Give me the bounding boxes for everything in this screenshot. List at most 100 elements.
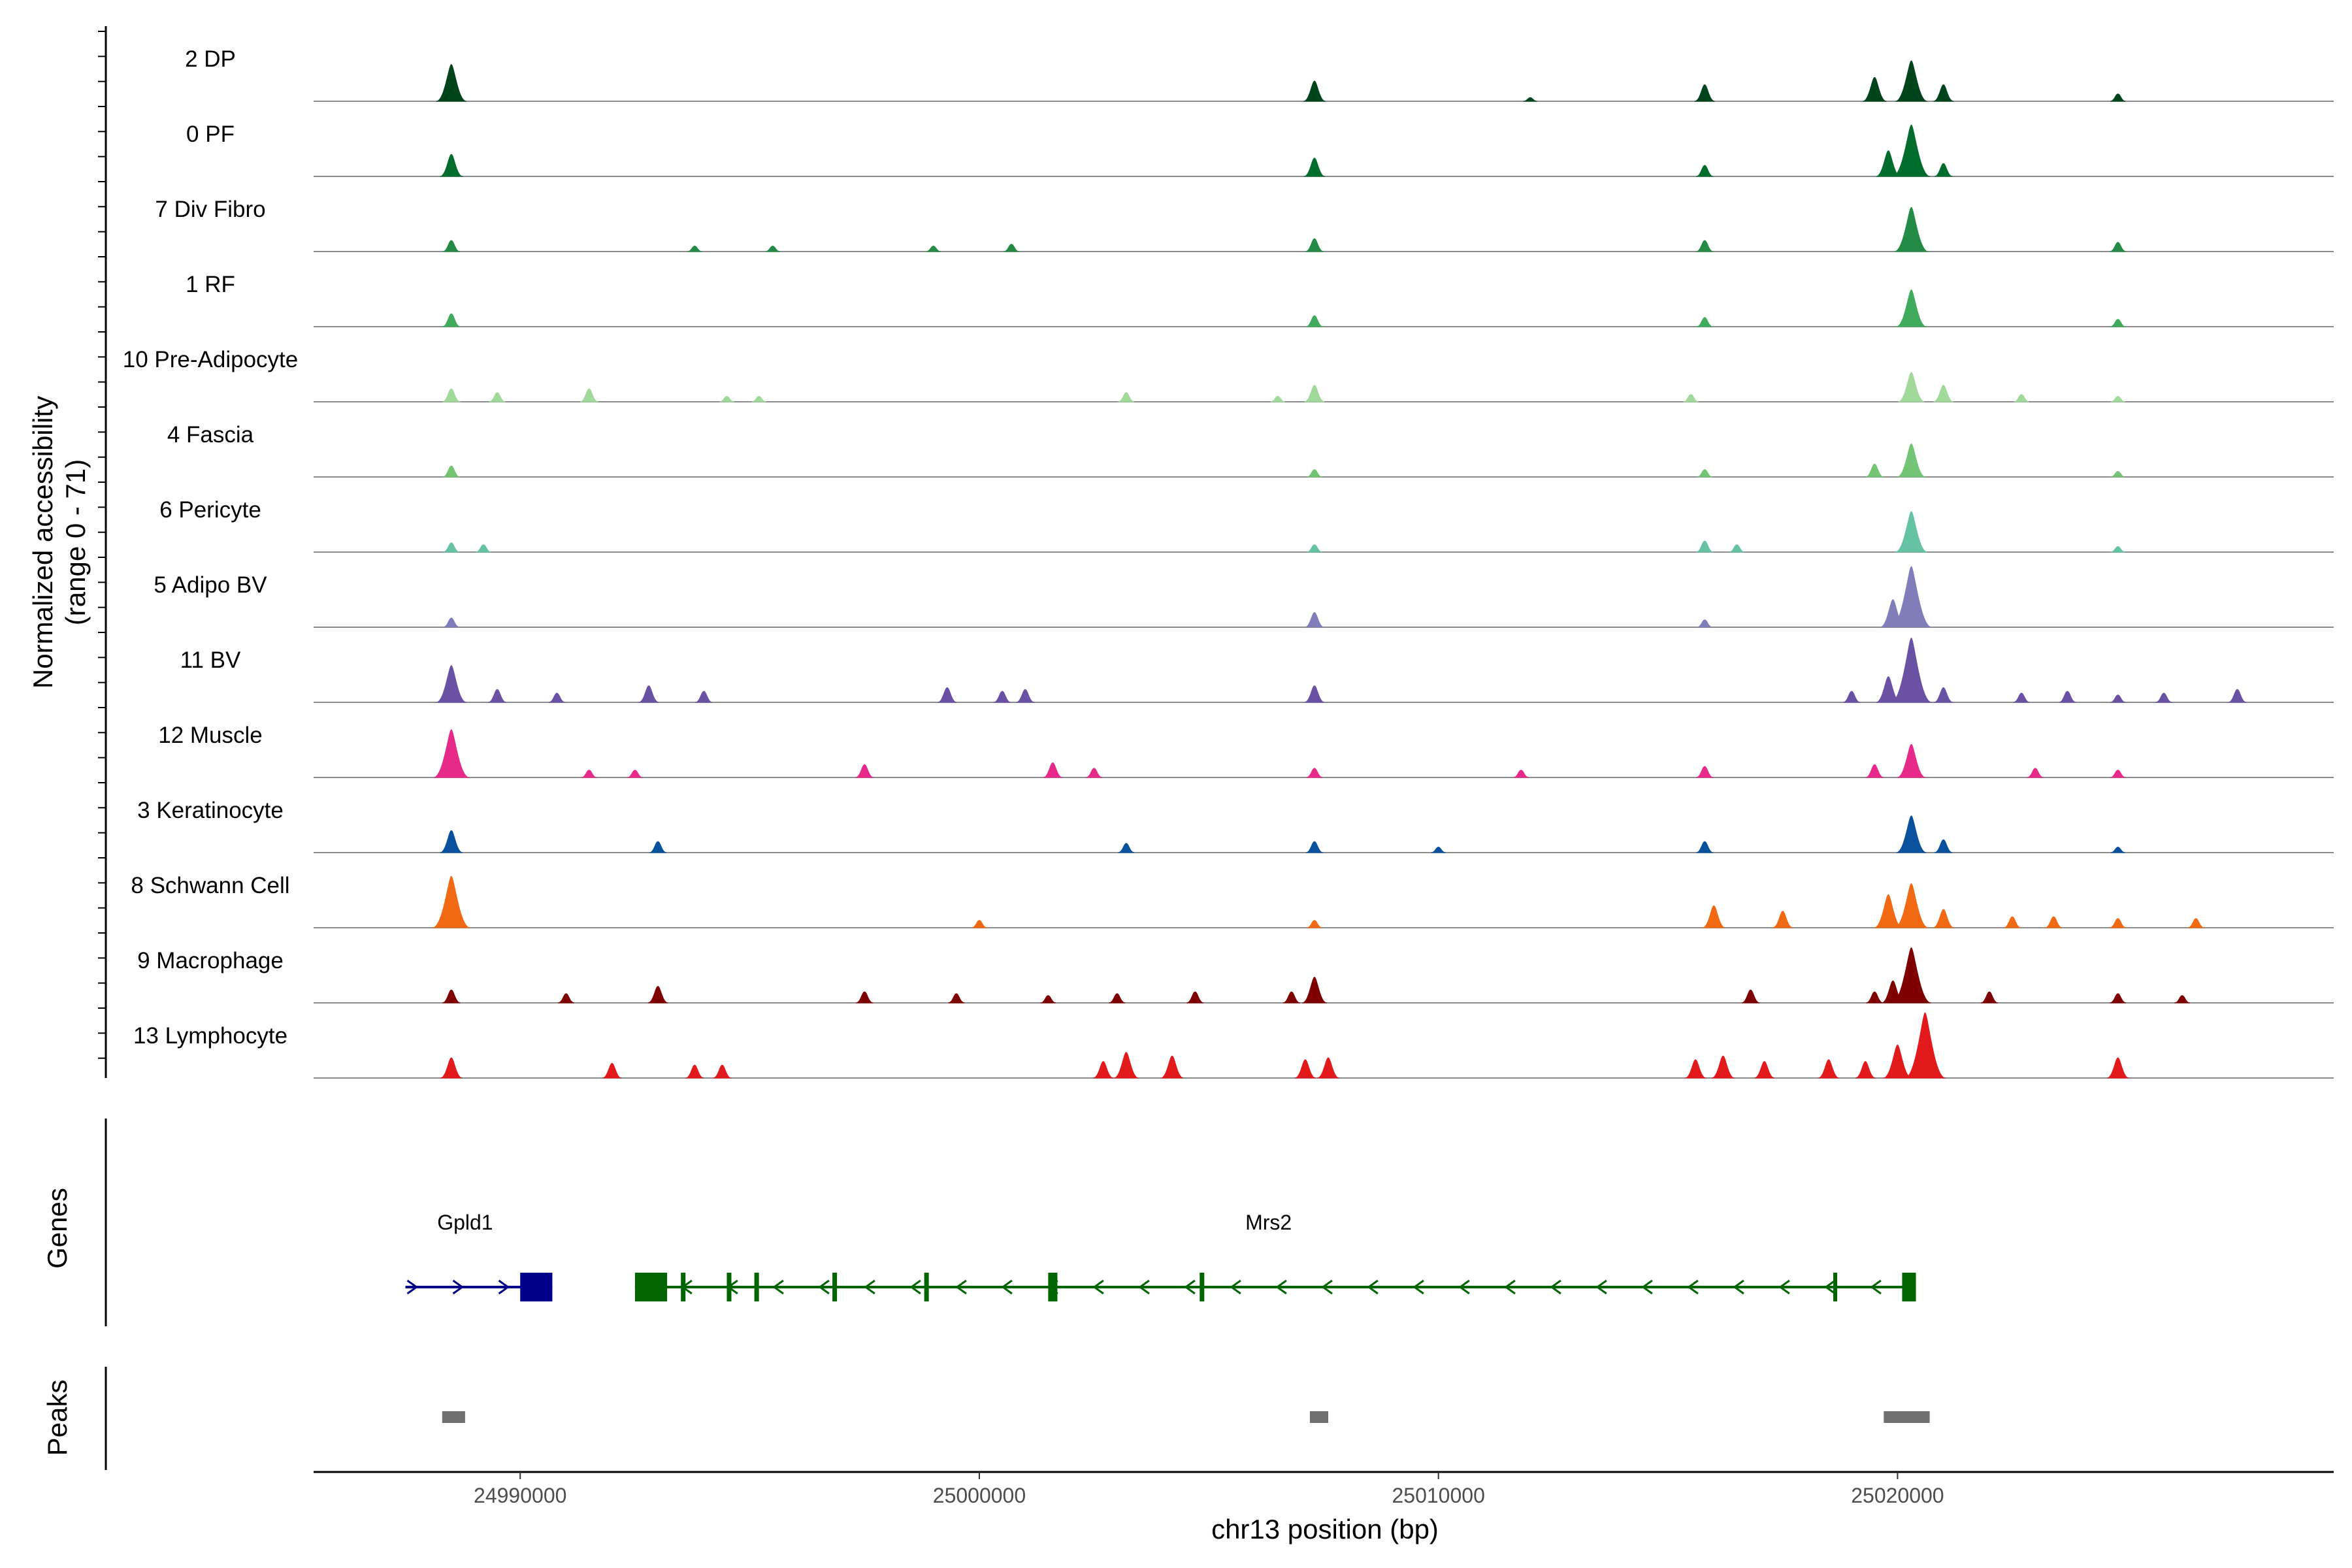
accessibility-peak (1294, 1059, 1316, 1079)
track-14: 13 Lymphocyte (133, 1012, 2334, 1079)
accessibility-peak (440, 830, 463, 853)
accessibility-peak (2110, 694, 2126, 703)
accessibility-peak (1933, 84, 1954, 102)
accessibility-peak (1513, 770, 1529, 778)
gene-label: Gpld1 (437, 1211, 493, 1234)
accessibility-peak (649, 841, 667, 853)
accessibility-peak (1109, 993, 1126, 1004)
accessibility-peak (1317, 1057, 1339, 1079)
accessibility-peak (442, 465, 461, 478)
accessibility-peak (1898, 372, 1925, 402)
accessibility-peak (2110, 319, 2126, 327)
accessibility-peak (1874, 894, 1903, 928)
peaks-track (105, 1367, 1930, 1470)
accessibility-peak (433, 729, 470, 778)
track-label: 9 Macrophage (137, 948, 284, 973)
peak-region (1309, 1411, 1329, 1423)
accessibility-peak (1282, 991, 1301, 1004)
accessibility-peak (1904, 1012, 1946, 1079)
accessibility-peak (1711, 1055, 1735, 1079)
accessibility-peak (1086, 768, 1103, 778)
accessibility-peak (1306, 768, 1323, 778)
accessibility-peak (751, 396, 766, 402)
strand-arrow (1687, 1279, 1699, 1295)
accessibility-peak (1865, 463, 1884, 478)
accessibility-peak (1305, 315, 1324, 327)
track-5: 10 Pre-Adipocyte (123, 347, 2334, 402)
accessibility-peak (436, 64, 466, 102)
accessibility-peak (1695, 841, 1714, 853)
track-13: 9 Macrophage (137, 947, 2334, 1004)
accessibility-peak (1897, 443, 1926, 478)
gene-mrs2: Mrs2 (634, 1211, 1916, 1301)
accessibility-peak (1696, 317, 1713, 327)
accessibility-peak (1933, 909, 1954, 928)
strand-arrow (1595, 1279, 1607, 1295)
track-label: 7 Div Fibro (155, 197, 265, 222)
strand-arrow (1413, 1279, 1424, 1295)
strand-arrow (909, 1279, 921, 1295)
strand-arrow (1733, 1279, 1744, 1295)
accessibility-peak (1695, 240, 1714, 252)
accessibility-peak (2110, 918, 2127, 928)
accessibility-peak (440, 154, 463, 177)
accessibility-peak (1880, 599, 1906, 628)
accessibility-peak (1891, 947, 1931, 1004)
accessibility-peak (1896, 815, 1927, 853)
accessibility-peak (1118, 392, 1135, 402)
accessibility-peak (1685, 1059, 1707, 1079)
accessibility-peak (1113, 1052, 1139, 1079)
accessibility-peak (1891, 566, 1932, 628)
accessibility-peak (1980, 991, 1999, 1004)
accessibility-peak (443, 542, 460, 553)
strand-arrow (955, 1279, 967, 1295)
accessibility-peak (1896, 289, 1927, 327)
accessibility-peak (1186, 991, 1204, 1004)
accessibility-peak (1876, 676, 1901, 703)
accessibility-peak (2155, 693, 2172, 703)
accessibility-peak (2045, 916, 2063, 928)
accessibility-peak (1160, 1055, 1184, 1079)
gene-exon (832, 1273, 838, 1301)
accessibility-peak (1683, 394, 1699, 402)
accessibility-peak (1694, 84, 1715, 102)
accessibility-peak (765, 246, 780, 252)
strand-arrow (406, 1279, 419, 1295)
strand-arrow (1138, 1279, 1150, 1295)
accessibility-peak (1304, 685, 1325, 703)
accessibility-peak (938, 687, 957, 703)
accessibility-peak (442, 313, 461, 327)
accessibility-peak (1895, 60, 1928, 102)
accessibility-peak (1303, 80, 1326, 102)
accessibility-peak (2059, 691, 2076, 703)
accessibility-peak (1933, 385, 1954, 402)
track-3: 7 Div Fibro (155, 197, 2334, 252)
gene-exon (754, 1273, 759, 1301)
accessibility-peak (557, 993, 575, 1004)
accessibility-peak (627, 770, 643, 778)
strand-arrow (1870, 1279, 1882, 1295)
accessibility-peak (1741, 989, 1760, 1004)
x-tick-label: 24990000 (474, 1484, 566, 1507)
accessibility-peak (2110, 993, 2127, 1004)
accessibility-peak (602, 1062, 622, 1079)
track-2: 0 PF (186, 122, 2334, 177)
accessibility-peak (1093, 1061, 1114, 1079)
track-label: 8 Schwann Cell (131, 873, 289, 898)
strand-arrow (1458, 1279, 1470, 1295)
coverage-tracks: 2 DP 0 PF 7 Div Fibro 1 RF 10 Pre-Adipocyte 4… (98, 26, 2334, 1079)
accessibility-peak (1894, 206, 1929, 252)
track-label: 0 PF (186, 122, 235, 147)
accessibility-peak (695, 691, 713, 703)
gene-exon (634, 1273, 668, 1301)
accessibility-peak (489, 392, 506, 402)
accessibility-peak (476, 544, 491, 553)
gene-exon (1902, 1273, 1916, 1301)
accessibility-peak (440, 1057, 463, 1079)
accessibility-peak (687, 246, 702, 252)
accessibility-peak (1305, 238, 1324, 252)
accessibility-peak (1043, 762, 1063, 778)
accessibility-peak (442, 989, 461, 1004)
strand-arrow (498, 1279, 510, 1295)
